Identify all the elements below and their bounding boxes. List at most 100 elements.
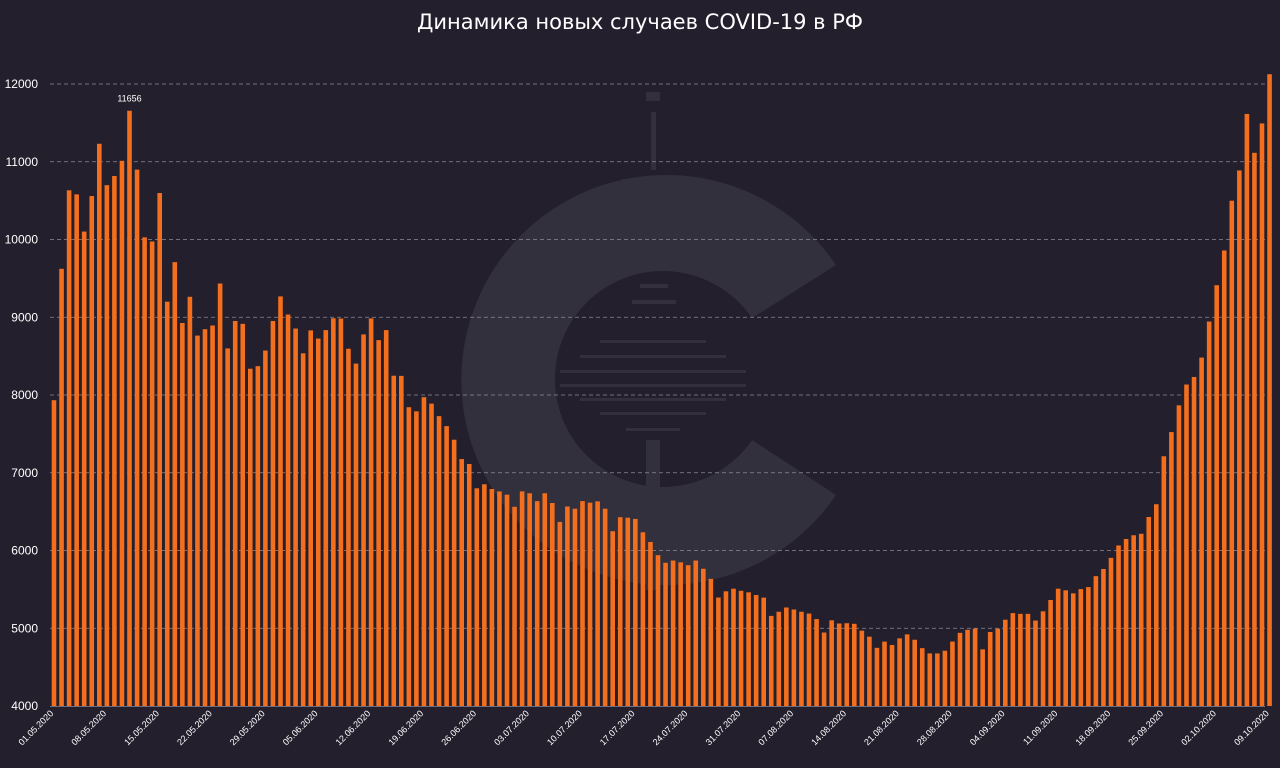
y-tick-label: 9000 xyxy=(11,310,38,324)
bar xyxy=(1161,456,1167,706)
bar xyxy=(217,283,223,706)
bar xyxy=(512,506,517,706)
bar xyxy=(1229,200,1235,706)
bar xyxy=(210,325,215,706)
bar xyxy=(1131,535,1136,706)
bar xyxy=(323,330,329,706)
bar xyxy=(180,323,185,706)
bar xyxy=(1123,538,1129,706)
bar xyxy=(74,194,79,706)
bar xyxy=(670,560,676,706)
bar xyxy=(1221,250,1227,706)
bar xyxy=(497,491,502,706)
bar xyxy=(889,644,895,706)
data-labels: 11656 12126 xyxy=(117,0,1280,104)
bar xyxy=(1244,113,1250,707)
bar xyxy=(776,611,782,706)
bar xyxy=(904,634,910,706)
x-tick-label: 19.06.2020 xyxy=(386,708,425,747)
bar xyxy=(112,175,117,706)
bar xyxy=(202,329,208,706)
bar xyxy=(414,411,419,706)
x-tick-label: 04.09.2020 xyxy=(968,708,1007,747)
bar xyxy=(1063,590,1068,706)
bar xyxy=(595,501,600,706)
bar xyxy=(897,638,902,706)
bar xyxy=(821,632,827,706)
bar xyxy=(1025,613,1031,706)
bar xyxy=(1206,321,1212,706)
bar xyxy=(444,426,449,706)
bar xyxy=(655,555,661,706)
bar xyxy=(761,597,766,706)
bar xyxy=(950,641,955,706)
watermark-logo-icon xyxy=(461,92,836,590)
bar xyxy=(867,636,872,706)
bar xyxy=(436,416,442,706)
bar xyxy=(1169,432,1174,706)
bar xyxy=(1055,588,1061,706)
bar xyxy=(1040,611,1046,706)
bar xyxy=(723,591,729,706)
bar xyxy=(1086,587,1091,706)
x-tick-label: 02.10.2020 xyxy=(1179,708,1218,747)
x-tick-label: 24.07.2020 xyxy=(651,708,690,747)
x-tick-label: 12.06.2020 xyxy=(334,708,373,747)
bar xyxy=(1101,569,1106,706)
bars xyxy=(51,74,1272,707)
bar xyxy=(164,301,170,706)
bar xyxy=(338,318,344,706)
bar xyxy=(927,653,933,706)
bar xyxy=(919,648,925,706)
x-axis: 01.05.2020 08.05.2020 15.05.2020 22.05.2020… xyxy=(16,708,1270,747)
bar xyxy=(1048,600,1053,706)
bar xyxy=(240,323,246,706)
bar xyxy=(874,647,880,706)
bar xyxy=(980,649,985,706)
x-tick-label: 26.06.2020 xyxy=(439,708,478,747)
bar xyxy=(285,314,291,706)
x-tick-label: 08.05.2020 xyxy=(69,708,108,747)
bar xyxy=(346,348,351,706)
bar xyxy=(882,641,887,706)
bar xyxy=(587,502,593,706)
bar xyxy=(806,613,812,706)
bar xyxy=(195,335,200,706)
bar xyxy=(836,623,842,706)
bar xyxy=(859,630,865,706)
y-tick-label: 12000 xyxy=(5,77,39,91)
bar xyxy=(1070,593,1076,706)
bar xyxy=(104,185,110,706)
x-tick-label: 29.05.2020 xyxy=(228,708,267,747)
y-tick-label: 11000 xyxy=(6,155,39,169)
bar xyxy=(270,320,276,706)
bar xyxy=(361,334,366,706)
x-tick-label: 10.07.2020 xyxy=(545,708,584,747)
x-tick-label: 21.08.2020 xyxy=(862,708,901,747)
bar xyxy=(391,375,397,706)
bar xyxy=(663,562,668,706)
bar xyxy=(315,338,321,706)
data-label: 12126 xyxy=(1262,0,1280,2)
grid-lines xyxy=(50,83,1265,707)
bar xyxy=(633,518,638,706)
bar xyxy=(852,623,857,706)
bar xyxy=(119,160,125,706)
x-tick-label: 11.09.2020 xyxy=(1021,708,1059,746)
bar xyxy=(1199,357,1204,706)
x-tick-label: 07.08.2020 xyxy=(756,708,795,747)
bar xyxy=(738,590,744,706)
bar xyxy=(421,397,427,706)
bar xyxy=(1078,589,1084,706)
x-tick-label: 17.07.2020 xyxy=(598,708,637,747)
bar xyxy=(557,521,563,706)
bar xyxy=(935,653,940,706)
bar xyxy=(753,595,759,706)
bar xyxy=(1154,504,1159,706)
bar xyxy=(685,565,691,706)
bar xyxy=(399,375,404,706)
bar xyxy=(248,368,253,706)
bar xyxy=(625,517,631,706)
bar xyxy=(149,241,155,707)
chart-title: Динамика новых случаев COVID-19 в РФ xyxy=(417,10,863,34)
